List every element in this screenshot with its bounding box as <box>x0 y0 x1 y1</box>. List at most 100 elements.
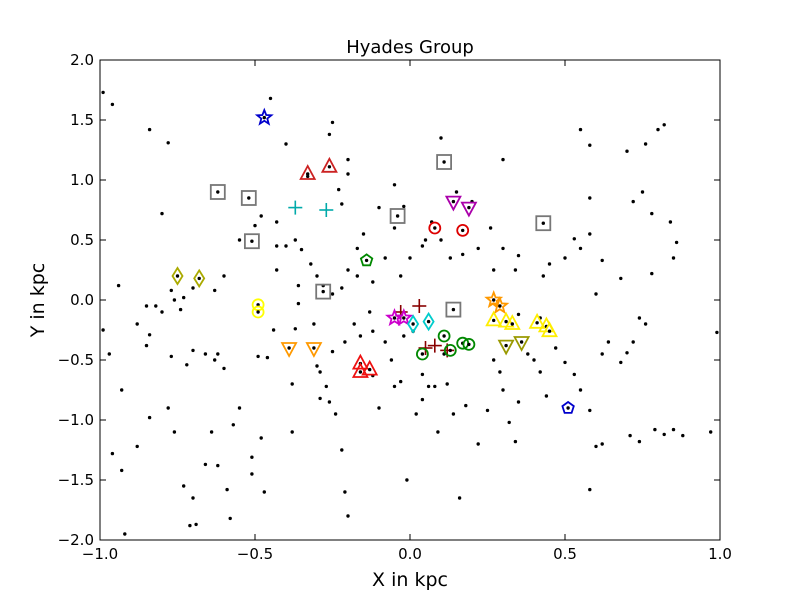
background-star-point <box>144 343 149 348</box>
background-star-point <box>619 360 623 365</box>
background-star-point <box>166 406 170 410</box>
group-marker-triangle-down <box>513 336 531 352</box>
background-star-point <box>352 322 356 326</box>
y-tick-label: 0.0 <box>70 291 94 309</box>
y-tick-label: −1.0 <box>58 411 94 429</box>
background-star-point <box>110 451 115 456</box>
background-star-point <box>625 351 629 355</box>
background-star-point <box>492 268 496 272</box>
background-star-point <box>563 360 567 365</box>
background-star-point <box>160 211 164 216</box>
background-star-point <box>656 127 660 132</box>
background-star-point <box>389 358 394 362</box>
background-star-point <box>191 348 195 353</box>
background-star-point <box>315 364 319 368</box>
background-star-point <box>275 244 279 248</box>
group-marker-diamond <box>407 314 420 334</box>
background-star-point <box>191 286 195 290</box>
background-star-point <box>606 340 611 344</box>
group-marker-plus <box>288 200 303 215</box>
background-star-point <box>216 463 220 468</box>
background-star-point <box>436 430 440 434</box>
group-marker-circle <box>443 343 457 357</box>
background-star-point <box>306 174 310 179</box>
background-star-point <box>296 283 301 288</box>
background-star-point <box>169 288 173 293</box>
background-star-point <box>290 382 294 386</box>
background-star-point <box>554 346 558 350</box>
background-star-point <box>439 238 443 242</box>
background-star-point <box>327 400 332 404</box>
background-star-point <box>296 301 301 306</box>
background-star-point <box>476 246 480 251</box>
background-star-point <box>154 304 158 308</box>
background-star-point <box>185 363 189 367</box>
background-star-point <box>371 329 375 333</box>
group-marker-triangle-up <box>320 156 338 173</box>
background-star-point <box>671 427 676 432</box>
background-star-point <box>327 132 332 137</box>
group-marker-circle <box>415 347 429 361</box>
background-star-point <box>588 408 592 413</box>
background-star-point <box>346 157 350 162</box>
background-star-point <box>628 433 632 438</box>
background-star-point <box>253 223 257 228</box>
group-marker-triangle-down <box>460 201 478 218</box>
background-star-point <box>588 232 592 236</box>
group-marker-square <box>389 208 406 224</box>
background-star-point <box>433 384 437 389</box>
group-marker-triangle-up <box>503 314 521 330</box>
background-star-point <box>262 490 266 494</box>
background-star-point <box>340 202 344 206</box>
background-star-point <box>293 238 297 242</box>
group-marker-triangle-down <box>444 195 462 212</box>
group-marker-circle <box>428 221 442 235</box>
background-star-point <box>271 328 276 332</box>
background-star-point <box>383 256 387 260</box>
background-star-point <box>507 420 511 425</box>
background-star-point <box>123 532 127 536</box>
background-star-point <box>578 246 583 251</box>
background-star-point <box>377 406 381 410</box>
background-star-point <box>600 442 604 446</box>
background-star-point <box>457 496 462 500</box>
group-marker-plus <box>427 338 442 353</box>
background-star-point <box>160 310 164 314</box>
plot-frame <box>99 59 721 541</box>
group-marker-star <box>490 296 510 315</box>
background-star-point <box>405 478 409 482</box>
background-star-point <box>355 246 359 251</box>
y-tick-label: 0.5 <box>70 231 94 249</box>
background-star-point <box>358 334 363 338</box>
background-star-point <box>101 328 105 332</box>
background-star-point <box>346 172 350 176</box>
background-star-point <box>135 322 139 326</box>
x-tick-label: 0.5 <box>553 545 577 563</box>
background-star-point <box>135 444 139 449</box>
background-star-point <box>637 439 642 444</box>
group-marker-circle <box>437 329 451 343</box>
background-star-point <box>330 292 335 296</box>
group-marker-square <box>243 233 260 250</box>
group-marker-triangle-up <box>299 164 317 180</box>
group-marker-square <box>535 215 552 232</box>
background-star-point <box>420 244 425 248</box>
background-star-point <box>643 322 648 326</box>
background-star-point <box>194 522 198 527</box>
background-star-point <box>222 366 226 371</box>
y-tick-label: −2.0 <box>58 531 94 549</box>
y-tick-label: 2.0 <box>70 51 94 69</box>
background-star-point <box>275 268 279 272</box>
background-star-point <box>147 127 152 132</box>
background-star-point <box>461 252 465 257</box>
background-star-point <box>619 276 623 281</box>
background-star-point <box>650 211 654 216</box>
background-star-point <box>653 427 657 432</box>
background-star-point <box>439 136 443 140</box>
background-star-point <box>538 370 542 374</box>
background-star-point <box>250 455 254 459</box>
background-star-point <box>501 246 505 251</box>
background-star-point <box>399 379 403 384</box>
background-star-point <box>222 274 226 278</box>
